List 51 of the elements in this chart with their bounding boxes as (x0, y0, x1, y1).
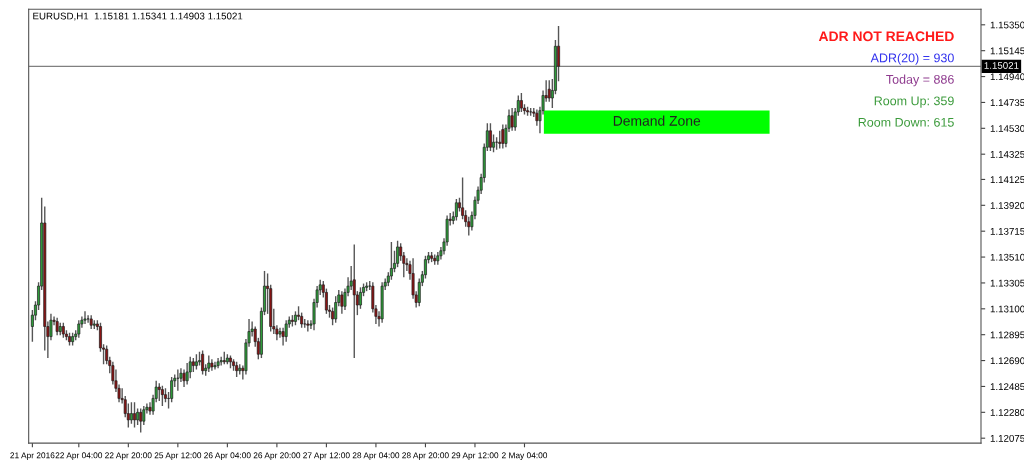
y-tick-label: 1.13100 (990, 305, 1024, 313)
annotation: Room Down: 615 (858, 117, 954, 127)
y-tick-label: 1.15145 (990, 47, 1024, 55)
candlestick (488, 122, 492, 152)
x-tick-label: 26 Apr 20:00 (253, 452, 301, 460)
candlestick (83, 310, 87, 325)
y-tick-label: 1.13305 (990, 279, 1024, 287)
y-tick-label: 1.12075 (990, 434, 1024, 442)
annotation: Room Up: 359 (874, 96, 954, 108)
y-tick-label: 1.14125 (990, 176, 1024, 184)
y-tick-label: 1.14735 (990, 99, 1024, 107)
candlestick (284, 319, 288, 343)
y-tick-label: 1.14325 (990, 150, 1024, 158)
candlestick (129, 401, 133, 425)
ref-line-label: 1.15021 (984, 62, 1019, 69)
x-tick-label: 28 Apr 04:00 (352, 452, 400, 460)
annotation: Today = 886 (886, 74, 954, 87)
candlestick (492, 133, 495, 153)
x-tick-label: 28 Apr 20:00 (402, 452, 449, 460)
x-tick-label: 29 Apr 12:00 (451, 452, 499, 460)
y-tick-label: 1.13715 (990, 227, 1024, 235)
candlestick (510, 107, 514, 132)
candlestick (160, 385, 164, 407)
y-tick-label: 1.14940 (990, 73, 1024, 81)
y-tick-label: 1.13920 (990, 202, 1024, 209)
annotation: ADR NOT REACHED (818, 31, 954, 42)
y-tick-label: 1.12895 (990, 331, 1024, 339)
y-tick-label: 1.12485 (990, 383, 1024, 391)
x-tick-label: 21 Apr 2016 (10, 452, 55, 460)
candlestick (139, 407, 143, 434)
band-label: Demand Zone (613, 115, 701, 126)
candlestick (229, 354, 232, 369)
y-tick-label: 1.12690 (990, 357, 1024, 365)
chart-title: EURUSD,H1 1.15181 1.15341 1.14903 1.15021 (33, 12, 243, 21)
x-tick-label: 27 Apr 12:00 (303, 452, 350, 460)
y-tick-label: 1.13510 (990, 253, 1024, 261)
x-tick-label: 22 Apr 04:00 (55, 452, 103, 460)
y-tick-label: 1.12280 (990, 409, 1024, 416)
candlestick (133, 401, 136, 429)
x-tick-label: 2 May 04:00 (501, 452, 548, 460)
candlestick (198, 351, 201, 367)
candlestick (68, 332, 71, 347)
x-tick-label: 22 Apr 20:00 (105, 452, 152, 460)
x-tick-label: 26 Apr 04:00 (204, 452, 251, 460)
x-tick-label: 25 Apr 12:00 (154, 452, 202, 460)
candlestick (519, 92, 523, 113)
y-tick-label: 1.14530 (990, 125, 1024, 132)
candlestick (352, 243, 356, 359)
annotation: ADR(20) = 930 (870, 53, 954, 65)
candlestick (454, 198, 458, 222)
y-tick-label: 1.15350 (990, 21, 1024, 29)
